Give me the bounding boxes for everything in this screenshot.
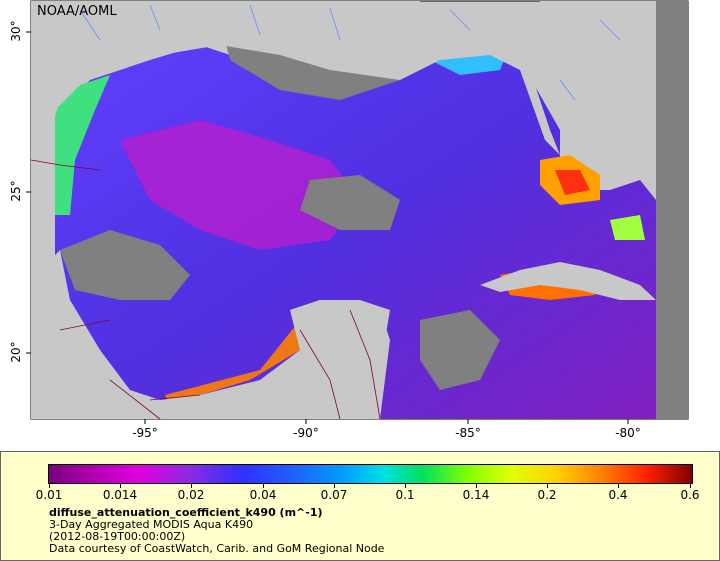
colorbar-tick bbox=[191, 483, 192, 488]
x-tick-label: -80° bbox=[615, 426, 641, 440]
map-frame: NOAA/AOML -95° -90° -85° -80° 30° 25° 20… bbox=[9, 0, 689, 440]
colorbar-tick bbox=[476, 483, 477, 488]
colorbar-tick bbox=[334, 483, 335, 488]
y-tick-label: 30° bbox=[9, 20, 23, 42]
colorbar-tick bbox=[618, 483, 619, 488]
land-west-edge bbox=[31, 200, 53, 419]
y-tick-label: 20° bbox=[9, 341, 23, 363]
land-mexico bbox=[31, 250, 390, 419]
x-tick-label: -95° bbox=[132, 426, 158, 440]
cloud-patch-south bbox=[420, 310, 500, 390]
land-florida-peninsula bbox=[555, 40, 620, 165]
x-tick-label: -90° bbox=[293, 426, 319, 440]
x-tick-label: -85° bbox=[455, 426, 481, 440]
map-image bbox=[26, 0, 689, 424]
colorbar-tick bbox=[263, 483, 264, 488]
colorbar-tick bbox=[120, 483, 121, 488]
colorbar-label: 0.14 bbox=[462, 488, 490, 502]
magenta-patch bbox=[120, 120, 360, 250]
colorbar-label: 0.07 bbox=[320, 488, 348, 502]
colorbar-tick bbox=[405, 483, 406, 488]
boundary-lines bbox=[30, 159, 381, 420]
colorbar-label: 0.6 bbox=[680, 488, 700, 502]
colorbar-label: 0.2 bbox=[537, 488, 557, 502]
river-lines bbox=[79, 4, 621, 101]
colorbar-label: 0.02 bbox=[177, 488, 205, 502]
land-yucatan bbox=[290, 300, 390, 360]
colorbar-tick bbox=[547, 483, 548, 488]
land-usa bbox=[31, 1, 560, 200]
colorbar-label: 0.01 bbox=[35, 488, 63, 502]
cloud-patch-west bbox=[60, 230, 190, 300]
legend-description: 3-Day Aggregated MODIS Aqua K490 bbox=[49, 518, 254, 531]
coastal-band-texas bbox=[55, 75, 110, 215]
cloud-patch-center bbox=[300, 175, 400, 230]
y-tick-label: 25° bbox=[9, 180, 23, 202]
colorbar-label: 0.04 bbox=[249, 488, 277, 502]
coastal-band-bahamas bbox=[610, 215, 645, 240]
legend-panel: 0.01 0.014 0.02 0.04 0.07 0.1 0.14 0.2 0… bbox=[0, 451, 720, 561]
colorbar-tick bbox=[49, 483, 50, 488]
colorbar-tick bbox=[690, 483, 691, 488]
land-florida bbox=[540, 1, 656, 140]
map-credit: NOAA/AOML bbox=[37, 4, 117, 19]
colorbar bbox=[48, 464, 693, 484]
land-cuba bbox=[480, 262, 656, 300]
colorbar-label: 0.014 bbox=[102, 488, 138, 502]
legend-variable-name: diffuse_attenuation_coefficient_k490 (m^… bbox=[49, 506, 323, 519]
legend-date: (2012-08-19T00:00:00Z) bbox=[49, 530, 186, 543]
colorbar-label: 0.4 bbox=[608, 488, 628, 502]
legend-courtesy: Data courtesy of CoastWatch, Carib. and … bbox=[49, 542, 385, 555]
colorbar-label: 0.1 bbox=[395, 488, 415, 502]
coastal-band-florida-inner bbox=[555, 170, 590, 195]
nodata-strip bbox=[656, 1, 688, 419]
axis-ticks bbox=[26, 31, 629, 424]
